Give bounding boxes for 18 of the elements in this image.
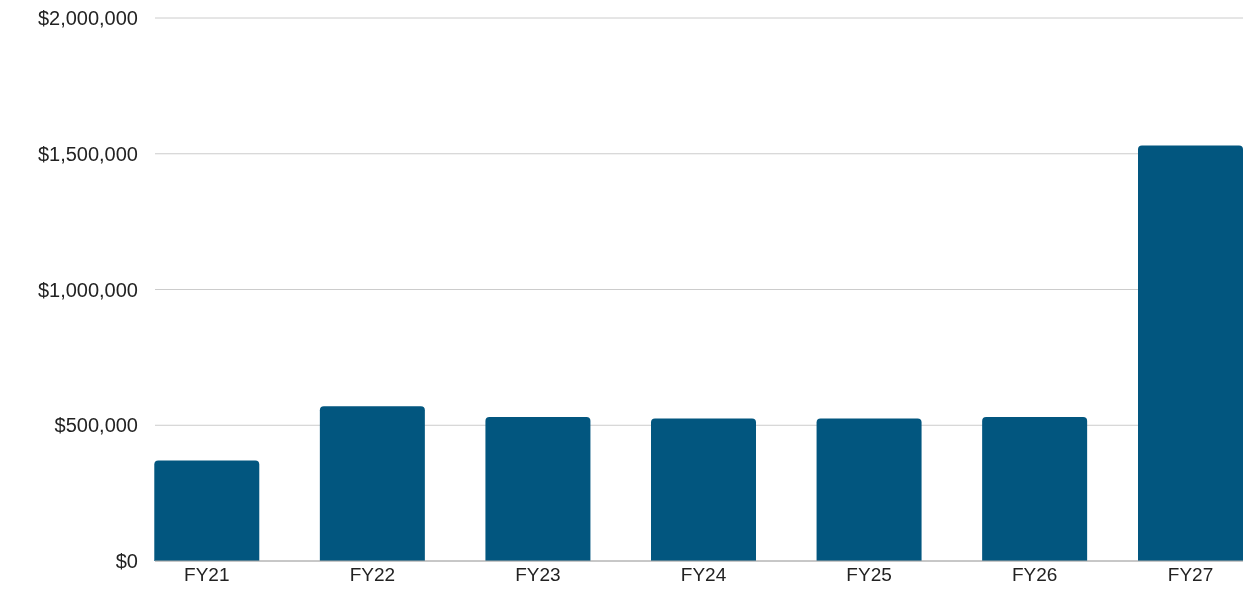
x-tick-label: FY26: [1011, 564, 1058, 585]
x-tick-label: FY22: [349, 564, 396, 585]
bar: [319, 406, 425, 561]
x-tick-label: FY24: [680, 564, 727, 585]
y-tick-label: $1,500,000: [37, 142, 138, 165]
bar: [651, 418, 756, 561]
bar: [816, 418, 922, 561]
y-tick-label: $500,000: [54, 414, 138, 437]
y-tick-label: $2,000,000: [37, 7, 138, 29]
y-tick-label: $0: [115, 550, 138, 572]
x-tick-label: FY27: [1167, 564, 1214, 585]
bar: [485, 417, 591, 561]
x-tick-label: FY21: [184, 564, 230, 585]
bar: [154, 460, 260, 561]
x-tick-label: FY23: [515, 564, 561, 585]
x-tick-label: FY25: [846, 564, 892, 585]
bar: [982, 417, 1088, 561]
y-tick-label: $1,000,000: [37, 278, 138, 301]
